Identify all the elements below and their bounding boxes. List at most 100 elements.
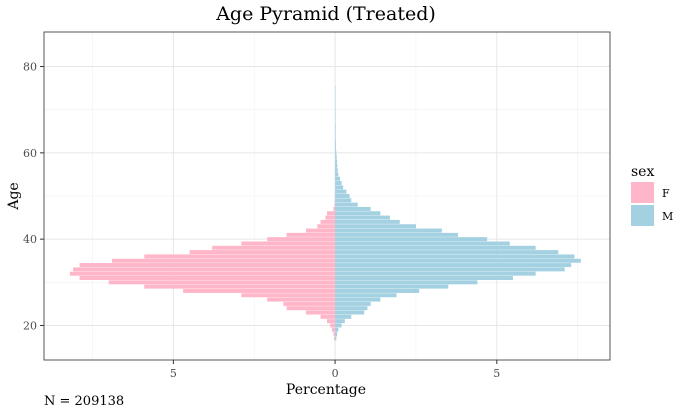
bar-m-age-48 (335, 202, 358, 207)
bar-f-age-33 (73, 267, 336, 272)
bar-f-age-24 (286, 306, 336, 311)
bar-m-age-60 (335, 150, 337, 155)
bar-f-age-29 (144, 284, 336, 289)
legend-key-f (631, 182, 654, 203)
bar-m-age-25 (335, 301, 371, 306)
y-axis-label: Age (6, 182, 22, 210)
bar-m-age-47 (335, 206, 371, 211)
bar-m-age-74 (335, 90, 336, 95)
bar-m-age-66 (335, 124, 336, 129)
bar-m-age-65 (335, 129, 336, 134)
bar-m-age-37 (335, 250, 559, 255)
bar-f-age-35 (111, 258, 336, 263)
bar-f-age-38 (212, 245, 336, 250)
bar-m-age-19 (335, 327, 339, 332)
bar-f-age-48 (334, 202, 336, 207)
legend: sex F M (631, 164, 673, 226)
x-tick-label: 5 (493, 367, 500, 380)
bar-m-age-45 (335, 215, 391, 220)
x-tick-label: 5 (170, 367, 177, 380)
bar-m-age-33 (335, 267, 565, 272)
bar-f-age-41 (286, 232, 336, 237)
bar-f-age-37 (189, 250, 336, 255)
bar-m-age-29 (335, 284, 449, 289)
bar-m-age-69 (335, 112, 336, 116)
bar-f-age-17 (334, 336, 336, 341)
bar-m-age-55 (335, 172, 339, 177)
bar-m-age-30 (335, 280, 478, 285)
y-tick-label: 80 (23, 61, 37, 74)
bar-f-age-21 (327, 319, 336, 324)
bar-f-age-31 (79, 276, 336, 280)
plot-border (43, 31, 611, 361)
bar-m-age-59 (335, 155, 337, 160)
chart-title: Age Pyramid (Treated) (215, 3, 436, 25)
bar-m-age-46 (335, 211, 381, 216)
legend-label-m: M (662, 210, 673, 223)
x-axis: 5 0 5 (170, 360, 500, 380)
bar-m-age-26 (335, 297, 381, 302)
bar-m-age-62 (335, 142, 337, 147)
bar-f-age-32 (69, 271, 336, 276)
bar-f-age-39 (241, 241, 336, 246)
bar-m-age-68 (335, 116, 336, 121)
bar-f-age-40 (267, 237, 336, 242)
bar-f-age-43 (317, 224, 336, 229)
bar-f-age-18 (333, 332, 336, 337)
bar-m-age-64 (335, 133, 336, 138)
bar-m-age-51 (335, 189, 347, 194)
bar-m-age-34 (335, 263, 572, 268)
bar-m-age-54 (335, 176, 340, 181)
bar-m-age-56 (335, 168, 338, 173)
bar-f-age-25 (283, 301, 336, 306)
bar-f-age-28 (183, 288, 336, 293)
bars-female (69, 198, 336, 341)
bar-f-age-45 (325, 215, 336, 220)
bar-f-age-36 (144, 254, 336, 259)
bar-m-age-40 (335, 237, 488, 242)
bar-m-age-42 (335, 228, 442, 233)
bar-m-age-75 (335, 86, 336, 91)
bar-m-age-23 (335, 310, 365, 315)
bar-m-age-32 (335, 271, 536, 276)
bar-f-age-20 (330, 323, 336, 328)
sample-size-caption: N = 209138 (44, 394, 125, 409)
bar-m-age-38 (335, 245, 536, 250)
bar-f-age-23 (305, 310, 336, 315)
bar-m-age-35 (335, 258, 581, 263)
bar-f-age-26 (267, 297, 336, 302)
bar-m-age-28 (335, 288, 420, 293)
bar-m-age-20 (335, 323, 342, 328)
bar-m-age-21 (335, 319, 345, 324)
bar-m-age-43 (335, 224, 416, 229)
bar-f-age-44 (320, 219, 336, 224)
grid-minor (44, 32, 610, 360)
bar-m-age-41 (335, 232, 458, 237)
legend-key-m (631, 205, 654, 226)
bar-f-age-22 (320, 314, 336, 319)
bar-m-age-67 (335, 120, 336, 125)
y-tick-label: 40 (23, 233, 37, 246)
y-axis: 20 40 60 80 (23, 61, 44, 332)
bar-f-age-46 (327, 211, 336, 216)
bar-m-age-73 (335, 94, 336, 99)
x-axis-label: Percentage (286, 382, 366, 398)
bar-m-age-17 (335, 336, 337, 341)
bar-f-age-42 (305, 228, 336, 233)
bar-m-age-44 (335, 219, 400, 224)
bar-m-age-49 (335, 198, 352, 203)
bar-m-age-72 (335, 99, 336, 104)
bar-m-age-27 (335, 293, 397, 298)
bar-m-age-50 (335, 194, 350, 198)
bar-m-age-63 (335, 137, 336, 142)
bar-m-age-58 (335, 159, 338, 164)
y-tick-label: 60 (23, 147, 37, 160)
bar-m-age-18 (335, 332, 338, 337)
bar-m-age-53 (335, 181, 342, 186)
bar-f-age-34 (79, 263, 336, 268)
bar-m-age-71 (335, 103, 336, 108)
bar-m-age-61 (335, 146, 337, 151)
bar-m-age-22 (335, 314, 352, 319)
legend-label-f: F (662, 187, 670, 200)
